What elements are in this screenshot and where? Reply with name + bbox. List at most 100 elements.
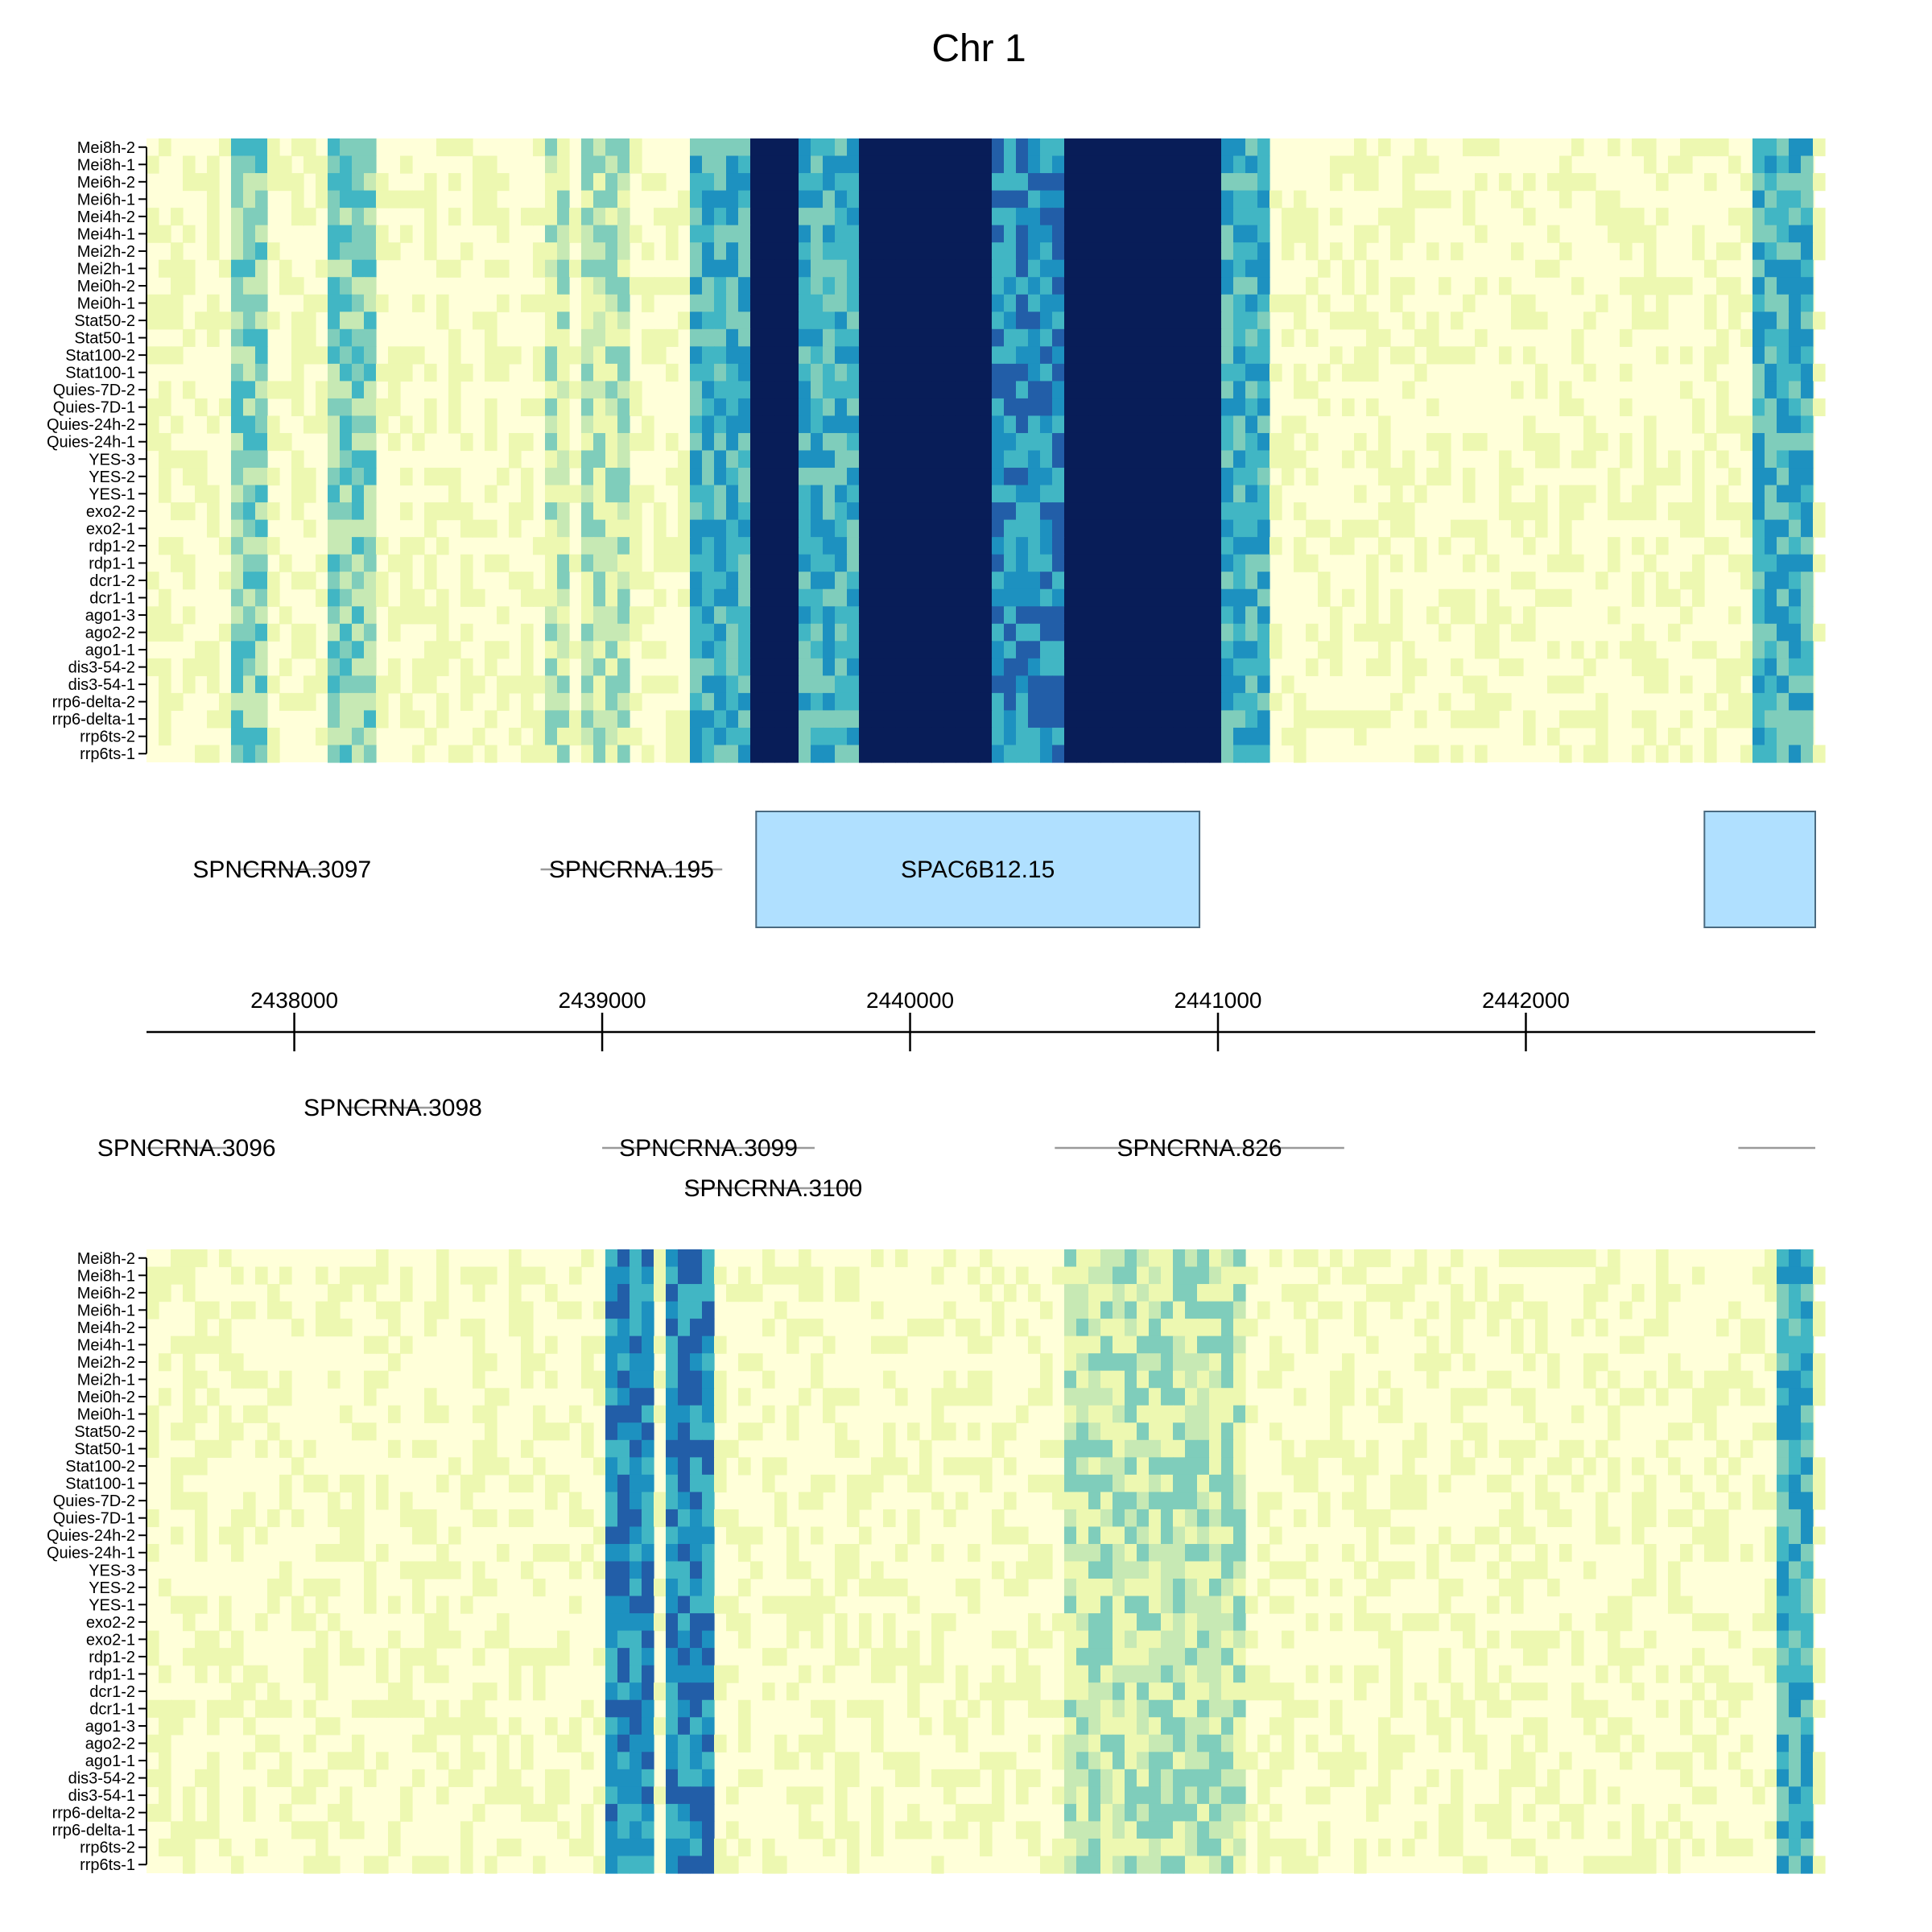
forward-heatmap-cell: [1173, 537, 1186, 555]
reverse-heatmap-cell: [1064, 1630, 1077, 1649]
forward-heatmap-cell: [871, 432, 884, 452]
reverse-heatmap-cell: [895, 1543, 908, 1563]
row-label: Mei6h-2: [77, 174, 135, 192]
forward-heatmap-cell: [943, 208, 956, 226]
forward-heatmap-cell: [859, 432, 872, 452]
reverse-heatmap-cell: [1269, 1561, 1282, 1579]
forward-heatmap-cell: [1076, 450, 1089, 469]
forward-heatmap-cell: [1221, 346, 1234, 365]
reverse-heatmap-cell: [883, 1509, 896, 1528]
forward-heatmap-cell: [1197, 415, 1210, 434]
forward-heatmap-cell: [605, 606, 618, 625]
reverse-heatmap-cell: [847, 1266, 860, 1285]
forward-heatmap-cell: [907, 588, 920, 607]
forward-heatmap-cell: [835, 588, 848, 607]
reverse-heatmap-cell: [1233, 1596, 1246, 1614]
forward-heatmap-cell: [1354, 519, 1367, 538]
forward-heatmap-cell: [1511, 623, 1524, 642]
forward-heatmap-cell: [593, 641, 606, 659]
forward-heatmap-cell: [1366, 519, 1379, 538]
forward-heatmap-cell: [1209, 572, 1222, 590]
forward-heatmap-cell: [956, 415, 968, 434]
forward-heatmap-cell: [1137, 623, 1150, 642]
forward-heatmap-cell: [1028, 710, 1041, 729]
reverse-heatmap-cell: [702, 1492, 715, 1510]
forward-heatmap-cell: [1402, 502, 1415, 521]
reverse-heatmap-cell: [1161, 1526, 1174, 1545]
reverse-heatmap-cell: [726, 1509, 739, 1528]
reverse-heatmap-cell: [1342, 1353, 1355, 1372]
forward-heatmap-cell: [1765, 450, 1777, 469]
reverse-heatmap-cell: [340, 1509, 353, 1528]
reverse-heatmap-cell: [931, 1405, 944, 1423]
forward-heatmap-cell: [605, 692, 618, 712]
forward-heatmap-cell: [992, 173, 1005, 192]
forward-heatmap-cell: [1004, 658, 1017, 676]
reverse-heatmap-cell: [1777, 1370, 1790, 1389]
reverse-heatmap-cell: [1064, 1457, 1077, 1476]
forward-heatmap-cell: [1777, 294, 1790, 312]
forward-heatmap-cell: [207, 225, 220, 243]
forward-heatmap-cell: [750, 502, 763, 521]
reverse-heatmap-cell: [460, 1474, 473, 1492]
forward-heatmap-cell: [1076, 328, 1089, 347]
forward-heatmap-cell: [666, 225, 679, 243]
reverse-heatmap-cell: [1161, 1422, 1174, 1441]
forward-heatmap-cell: [859, 658, 872, 676]
reverse-heatmap-cell: [1644, 1319, 1657, 1337]
reverse-heatmap-cell: [1100, 1335, 1113, 1354]
forward-heatmap-cell: [1354, 173, 1367, 192]
forward-heatmap-cell: [243, 328, 256, 347]
forward-heatmap-cell: [1571, 346, 1584, 365]
forward-heatmap-cell: [1100, 468, 1113, 486]
forward-heatmap-cell: [243, 519, 256, 538]
forward-heatmap-cell: [1100, 173, 1113, 192]
reverse-heatmap-cell: [1113, 1630, 1125, 1649]
forward-heatmap-cell: [1004, 519, 1017, 538]
forward-heatmap-cell: [690, 502, 703, 521]
forward-heatmap-cell: [1414, 485, 1427, 503]
reverse-heatmap-cell: [569, 1266, 582, 1285]
reverse-heatmap-cell: [316, 1543, 328, 1563]
forward-heatmap-cell: [1571, 450, 1584, 469]
forward-heatmap-cell: [617, 727, 630, 746]
reverse-heatmap-cell: [1016, 1579, 1029, 1597]
forward-heatmap-cell: [1076, 554, 1089, 572]
forward-heatmap-cell: [557, 138, 570, 157]
forward-heatmap-cell: [811, 190, 824, 208]
reverse-heatmap-cell: [219, 1319, 232, 1337]
forward-heatmap-cell: [581, 225, 594, 243]
forward-heatmap-cell: [1801, 675, 1814, 694]
reverse-heatmap-cell: [207, 1439, 220, 1458]
forward-heatmap-cell: [352, 328, 365, 347]
forward-heatmap-cell: [267, 415, 280, 434]
forward-heatmap-cell: [1752, 328, 1765, 347]
reverse-heatmap-cell: [1173, 1266, 1186, 1285]
forward-heatmap-cell: [1740, 173, 1753, 192]
reverse-heatmap-cell: [980, 1370, 993, 1389]
reverse-heatmap-cell: [1125, 1370, 1137, 1389]
forward-heatmap-cell: [956, 572, 968, 590]
forward-heatmap-cell: [726, 710, 739, 729]
forward-heatmap-cell: [1294, 363, 1307, 382]
forward-heatmap-cell: [1052, 173, 1065, 192]
forward-heatmap-cell: [255, 173, 268, 192]
forward-heatmap-cell: [1451, 745, 1463, 763]
forward-heatmap-cell: [364, 312, 377, 330]
reverse-heatmap-cell: [666, 1319, 679, 1337]
forward-heatmap-cell: [895, 554, 908, 572]
forward-heatmap-cell: [847, 572, 860, 590]
forward-heatmap-cell: [1076, 312, 1089, 330]
reverse-heatmap-cell: [1209, 1613, 1222, 1632]
forward-heatmap-cell: [1378, 208, 1391, 226]
forward-heatmap-cell: [883, 519, 896, 538]
forward-heatmap-cell: [799, 554, 811, 572]
reverse-heatmap-cell: [255, 1439, 268, 1458]
forward-heatmap-cell: [786, 502, 799, 521]
reverse-heatmap-cell: [1076, 1301, 1089, 1319]
reverse-heatmap-cell: [509, 1319, 522, 1337]
forward-heatmap-cell: [726, 381, 739, 399]
forward-heatmap-cell: [593, 675, 606, 694]
forward-heatmap-cell: [1173, 658, 1186, 676]
forward-heatmap-cell: [243, 259, 256, 278]
